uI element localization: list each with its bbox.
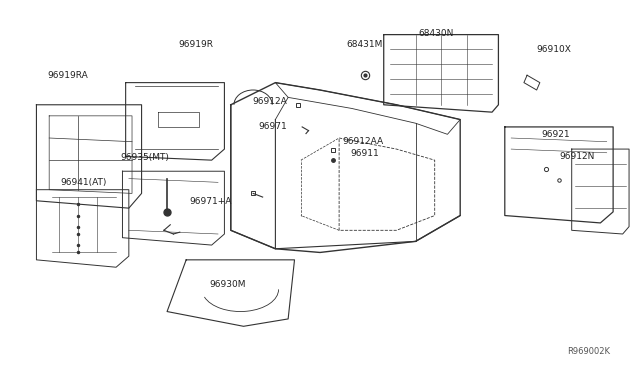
Text: 68431M: 68431M bbox=[346, 41, 383, 49]
Text: 96930M: 96930M bbox=[209, 280, 246, 289]
Text: R969002K: R969002K bbox=[567, 347, 610, 356]
Text: 96910X: 96910X bbox=[537, 45, 572, 54]
Text: 96935(MT): 96935(MT) bbox=[120, 153, 169, 162]
Text: 96912A: 96912A bbox=[252, 97, 287, 106]
Text: 96941(AT): 96941(AT) bbox=[60, 178, 106, 187]
Text: 96971+A: 96971+A bbox=[189, 197, 232, 206]
Text: 96971: 96971 bbox=[258, 122, 287, 131]
Text: 96919RA: 96919RA bbox=[47, 71, 88, 80]
Text: 96911: 96911 bbox=[351, 149, 380, 158]
Text: 96921: 96921 bbox=[541, 130, 570, 139]
Text: 96912AA: 96912AA bbox=[342, 137, 383, 146]
Text: 96912N: 96912N bbox=[559, 152, 595, 161]
Text: 68430N: 68430N bbox=[419, 29, 454, 38]
Text: 96919R: 96919R bbox=[179, 41, 213, 49]
